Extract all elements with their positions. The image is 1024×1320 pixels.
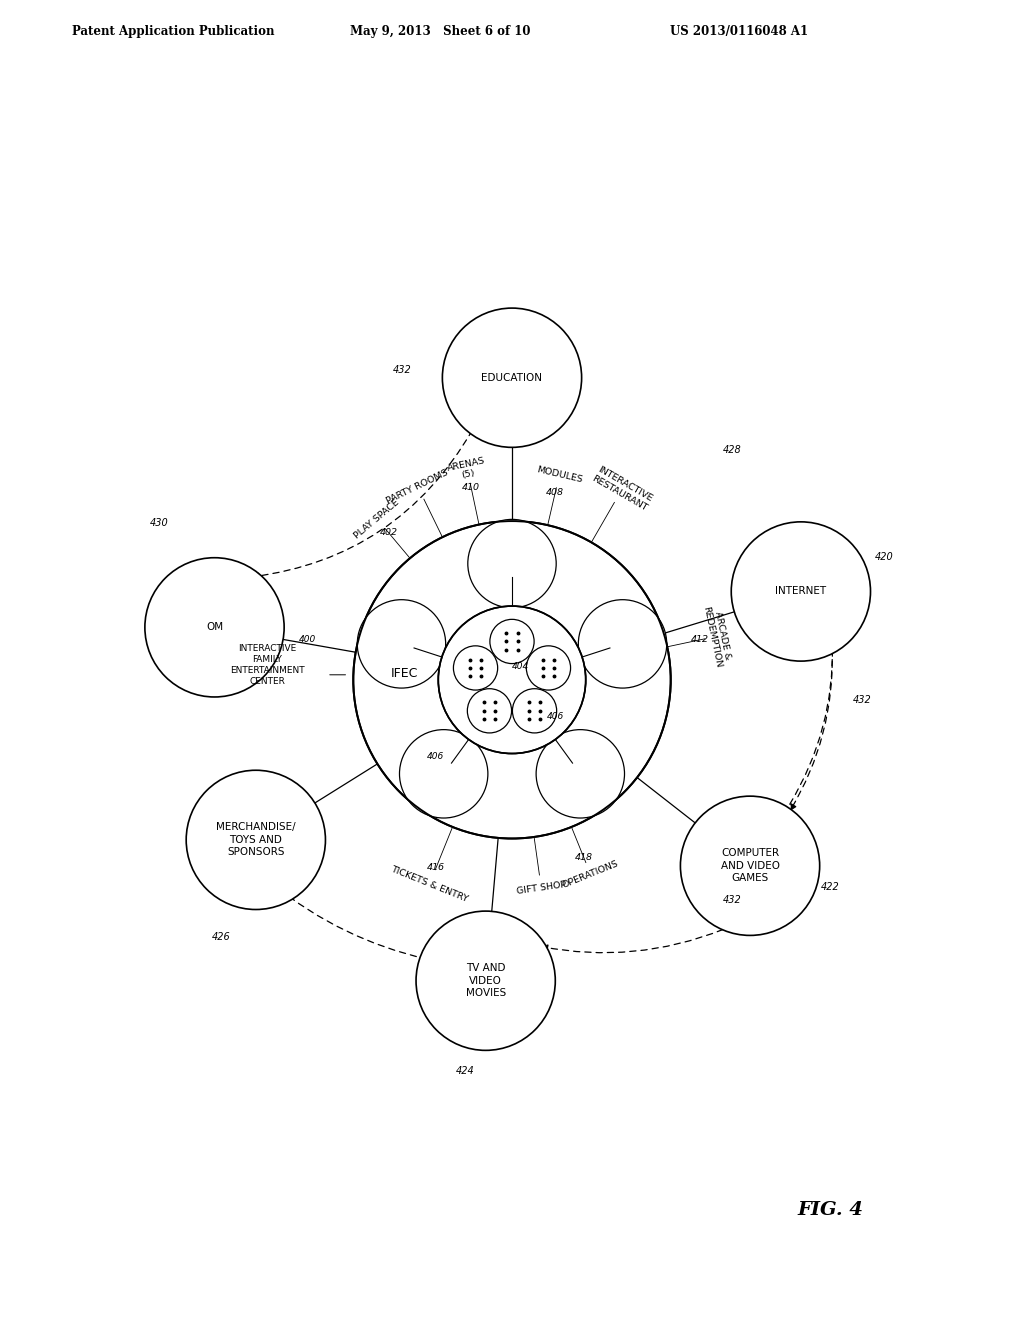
Text: 432: 432 bbox=[853, 694, 871, 705]
Circle shape bbox=[399, 730, 487, 818]
Text: 424: 424 bbox=[456, 1067, 474, 1076]
Text: 430: 430 bbox=[150, 517, 168, 528]
Text: ARENAS
(5): ARENAS (5) bbox=[446, 455, 488, 483]
Text: 412: 412 bbox=[691, 635, 709, 644]
FancyArrowPatch shape bbox=[790, 644, 836, 804]
Text: 422: 422 bbox=[821, 882, 840, 892]
Circle shape bbox=[526, 645, 570, 690]
FancyArrowPatch shape bbox=[254, 430, 472, 578]
Text: FIG. 4: FIG. 4 bbox=[797, 1201, 863, 1218]
Text: 402: 402 bbox=[380, 528, 397, 537]
Text: GIFT SHOP: GIFT SHOP bbox=[516, 879, 566, 896]
Circle shape bbox=[512, 689, 557, 733]
Text: TV AND
VIDEO
MOVIES: TV AND VIDEO MOVIES bbox=[466, 964, 506, 998]
Text: 400: 400 bbox=[298, 635, 315, 644]
FancyArrowPatch shape bbox=[542, 929, 723, 953]
Circle shape bbox=[357, 599, 445, 688]
Text: INTERNET: INTERNET bbox=[775, 586, 826, 597]
Text: PARTY ROOMS: PARTY ROOMS bbox=[385, 467, 450, 506]
Circle shape bbox=[537, 730, 625, 818]
Circle shape bbox=[144, 558, 284, 697]
Text: OPERATIONS: OPERATIONS bbox=[561, 859, 621, 890]
Text: US 2013/0116048 A1: US 2013/0116048 A1 bbox=[670, 25, 808, 38]
Text: May 9, 2013   Sheet 6 of 10: May 9, 2013 Sheet 6 of 10 bbox=[350, 25, 530, 38]
Text: 418: 418 bbox=[574, 853, 593, 862]
Text: COMPUTER
AND VIDEO
GAMES: COMPUTER AND VIDEO GAMES bbox=[721, 849, 779, 883]
Circle shape bbox=[442, 308, 582, 447]
Text: 416: 416 bbox=[427, 863, 445, 871]
Circle shape bbox=[438, 606, 586, 754]
Circle shape bbox=[186, 771, 326, 909]
Text: 432: 432 bbox=[392, 364, 412, 375]
Text: 426: 426 bbox=[212, 932, 230, 942]
Circle shape bbox=[579, 599, 667, 688]
FancyArrowPatch shape bbox=[273, 884, 427, 960]
Text: PLAY SPACE: PLAY SPACE bbox=[353, 498, 401, 540]
FancyArrowPatch shape bbox=[791, 649, 833, 810]
Circle shape bbox=[416, 911, 555, 1051]
Text: 408: 408 bbox=[546, 488, 564, 498]
Text: ARCADE &
REDEMPTION: ARCADE & REDEMPTION bbox=[701, 603, 733, 669]
Text: 420: 420 bbox=[876, 552, 894, 562]
Text: OM: OM bbox=[206, 622, 223, 632]
Circle shape bbox=[454, 645, 498, 690]
Text: INTERACTIVE
FAMILY
ENTERTAINMENT
CENTER: INTERACTIVE FAMILY ENTERTAINMENT CENTER bbox=[229, 644, 304, 686]
Circle shape bbox=[468, 519, 556, 607]
Text: MODULES: MODULES bbox=[536, 466, 583, 484]
Text: 406: 406 bbox=[427, 752, 443, 760]
Circle shape bbox=[731, 521, 870, 661]
Text: 404: 404 bbox=[512, 663, 528, 671]
Circle shape bbox=[353, 521, 671, 838]
Text: MERCHANDISE/
TOYS AND
SPONSORS: MERCHANDISE/ TOYS AND SPONSORS bbox=[216, 822, 296, 857]
Circle shape bbox=[467, 689, 512, 733]
Text: Patent Application Publication: Patent Application Publication bbox=[72, 25, 274, 38]
Text: IFEC: IFEC bbox=[391, 667, 418, 680]
Text: 410: 410 bbox=[462, 483, 480, 491]
Text: 432: 432 bbox=[723, 895, 741, 904]
Text: 406: 406 bbox=[547, 713, 563, 721]
Text: EDUCATION: EDUCATION bbox=[481, 372, 543, 383]
Circle shape bbox=[680, 796, 819, 936]
Text: 428: 428 bbox=[723, 445, 741, 455]
Text: TICKETS & ENTRY: TICKETS & ENTRY bbox=[389, 865, 470, 904]
Circle shape bbox=[489, 619, 535, 664]
Text: INTERACTIVE
RESTAURANT: INTERACTIVE RESTAURANT bbox=[590, 465, 654, 513]
